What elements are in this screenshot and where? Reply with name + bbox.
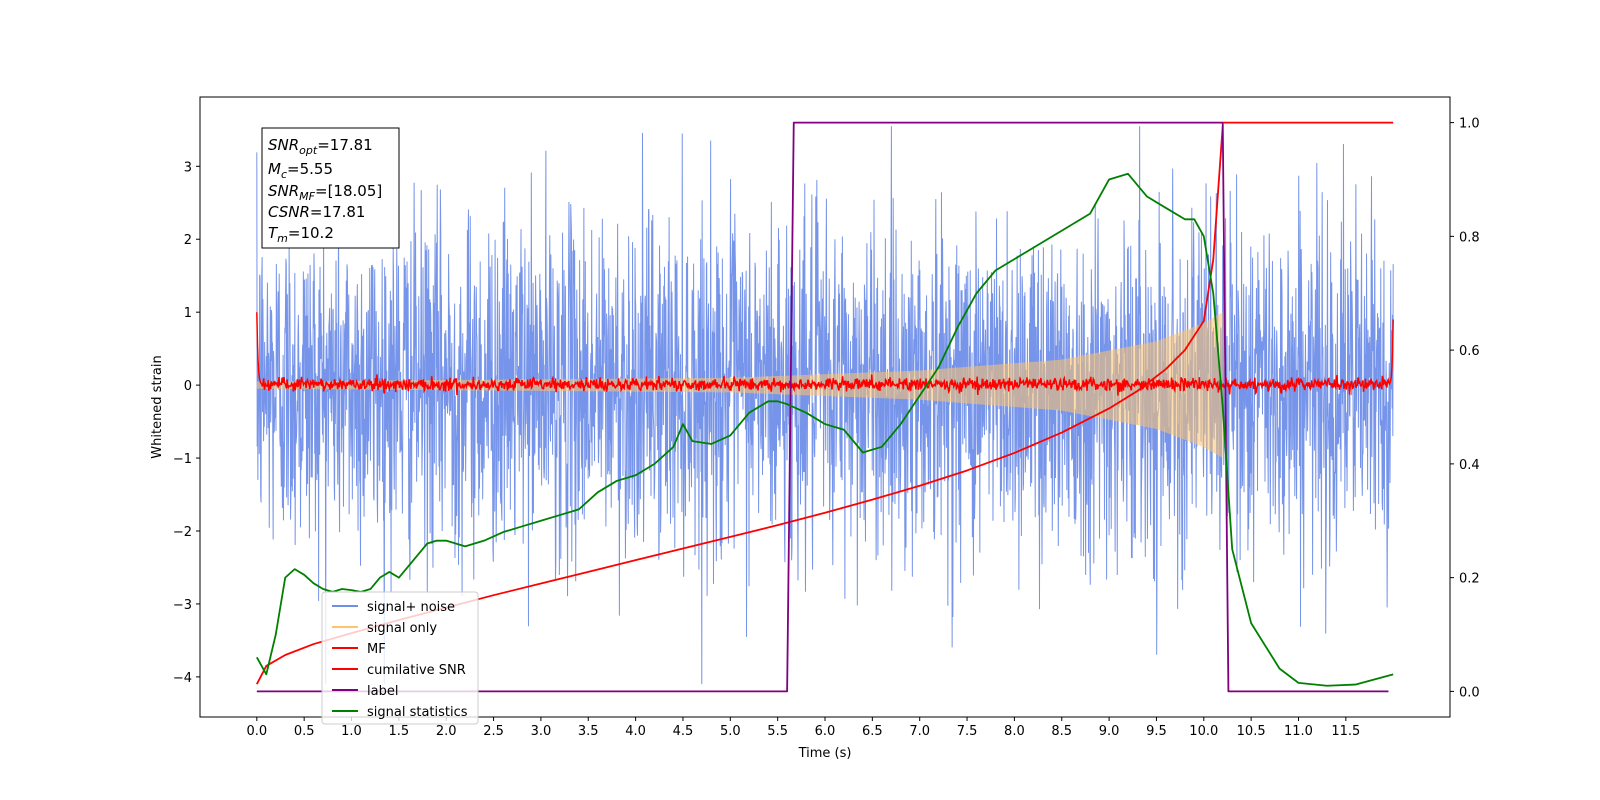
info-box-frame <box>261 127 400 249</box>
info-csnr-value: 17.81 <box>323 203 366 221</box>
info-snr-mf: SNRMF=[18.05] <box>268 182 382 203</box>
x-tick-label: 9.5 <box>1146 724 1167 739</box>
y-tick-label: −3 <box>173 598 192 613</box>
x-tick-label: 7.0 <box>909 724 930 739</box>
x-tick-label: 1.0 <box>341 724 362 739</box>
x-tick-label: 8.0 <box>1004 724 1025 739</box>
x-tick-label: 8.5 <box>1051 724 1072 739</box>
y2-tick-label: 0.8 <box>1459 230 1480 245</box>
x-tick-label: 0.0 <box>246 724 267 739</box>
info-csnr: CSNR=17.81 <box>268 203 365 221</box>
x-tick-label: 3.0 <box>531 724 552 739</box>
y-tick-label: −2 <box>173 525 192 540</box>
x-tick-label: 3.5 <box>578 724 599 739</box>
x-axis: 0.0 0.5 1.0 1.5 2.0 2.5 3.0 3.5 4.0 4.5 5.0 5.5 6.0 6… <box>246 717 1360 739</box>
x-tick-label: 6.0 <box>815 724 836 739</box>
legend-label: signal statistics <box>367 705 468 720</box>
y-axis-left: −4 −3 −2 −1 0 1 2 3 <box>173 160 200 686</box>
y-axis-label: Whitened strain <box>150 355 165 458</box>
info-snr-mf-value: [18.05] <box>328 182 383 200</box>
y2-tick-label: 0.2 <box>1459 572 1480 587</box>
x-tick-label: 6.5 <box>862 724 883 739</box>
x-tick-label: 11.5 <box>1331 724 1360 739</box>
series-mf <box>256 312 1394 396</box>
y-tick-label: 0 <box>184 379 192 394</box>
info-snr-opt-value: 17.81 <box>330 136 373 154</box>
info-tm: Tm=10.2 <box>268 224 334 245</box>
info-box: SNRopt=17.81 Mc=5.55 SNRMF=[18.05] CSNR=… <box>261 127 400 249</box>
x-tick-label: 4.0 <box>625 724 646 739</box>
info-mc: Mc=5.55 <box>268 160 333 181</box>
info-tm-value: 10.2 <box>300 224 333 242</box>
x-tick-label: 5.0 <box>720 724 741 739</box>
legend-label: cumilative SNR <box>367 663 466 678</box>
legend-label: label <box>367 684 398 699</box>
x-tick-label: 11.0 <box>1284 724 1313 739</box>
x-tick-label: 10.0 <box>1189 724 1218 739</box>
legend-label: signal only <box>367 621 437 636</box>
info-snr-opt: SNRopt=17.81 <box>268 136 373 157</box>
series-signal-statistics <box>256 172 1394 687</box>
legend-frame <box>321 591 479 725</box>
y-tick-label: 2 <box>184 233 192 248</box>
legend-label: MF <box>367 642 386 657</box>
y-axis-right: 0.0 0.2 0.4 0.6 0.8 1.0 <box>1450 117 1480 700</box>
legend: signal+ noise signal only MF cumilative SNR… <box>321 591 479 725</box>
x-tick-label: 2.0 <box>436 724 457 739</box>
info-mc-value: 5.55 <box>300 160 333 178</box>
x-tick-label: 7.5 <box>957 724 978 739</box>
y-tick-label: −4 <box>173 671 192 686</box>
x-tick-label: 4.5 <box>673 724 694 739</box>
y-tick-label: −1 <box>173 452 192 467</box>
y2-tick-label: 1.0 <box>1459 117 1480 132</box>
x-tick-label: 9.0 <box>1099 724 1120 739</box>
x-axis-label: Time (s) <box>798 746 852 761</box>
y-tick-label: 3 <box>184 160 192 175</box>
x-tick-label: 10.5 <box>1237 724 1266 739</box>
series-label <box>256 121 1389 693</box>
y2-tick-label: 0.6 <box>1459 344 1480 359</box>
x-tick-label: 5.5 <box>767 724 788 739</box>
x-tick-label: 0.5 <box>294 724 315 739</box>
legend-label: signal+ noise <box>367 600 455 615</box>
y-tick-label: 1 <box>184 306 192 321</box>
x-tick-label: 1.5 <box>389 724 410 739</box>
y2-tick-label: 0.0 <box>1459 685 1480 700</box>
y2-tick-label: 0.4 <box>1459 458 1480 473</box>
x-tick-label: 2.5 <box>483 724 504 739</box>
